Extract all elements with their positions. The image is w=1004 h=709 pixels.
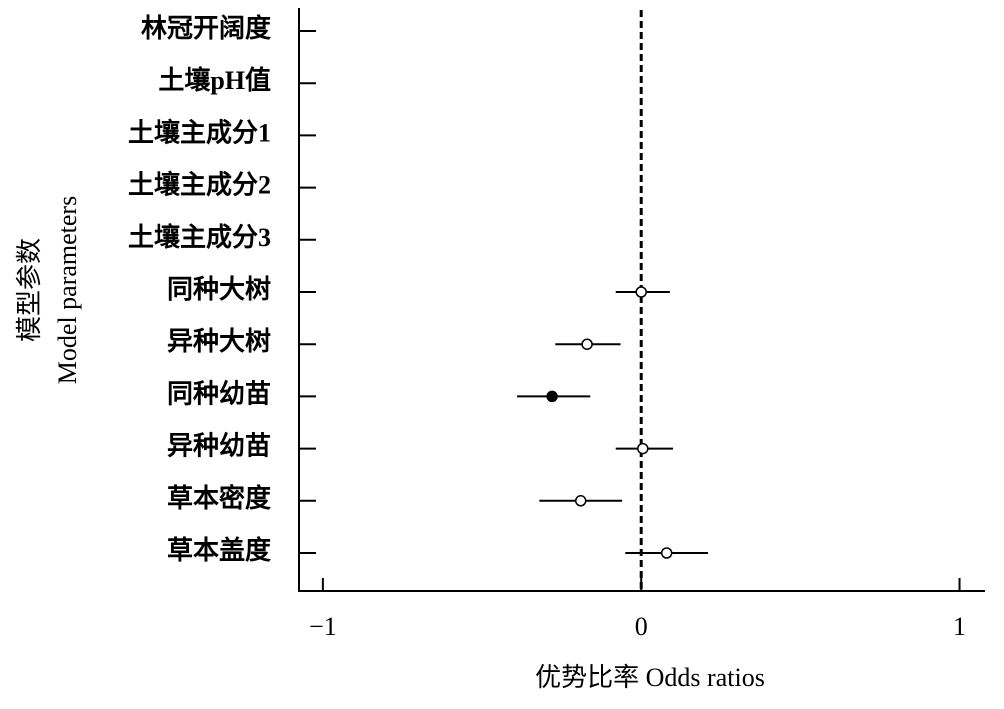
y-tick-label: 同种大树 [167,275,271,304]
y-tick-label: 土壤主成分3 [128,222,271,252]
y-tick-label: 异种大树 [167,327,271,356]
y-tick-label: 同种幼苗 [167,379,271,408]
y-tick-label: 土壤主成分1 [128,117,271,147]
point [581,338,593,350]
x-tick-label: 0 [635,612,648,641]
point [574,495,587,507]
y-axis-label: Model parameters [53,196,82,384]
y-tick-label: 草本盖度 [167,535,271,565]
y-axis-label: 模型参数 [15,238,44,342]
y-tick-label: 土壤pH值 [158,65,271,95]
y-tick-label: 异种幼苗 [167,432,271,461]
point [635,286,647,298]
x-tick-label: 1 [953,612,966,641]
x-axis-label: 优势比率 Odds ratios [535,663,765,692]
y-tick-label: 草本密度 [167,483,271,513]
point [546,390,558,403]
point [660,547,673,559]
x-tick-label: −1 [309,612,337,641]
y-tick-label: 土壤主成分2 [128,170,271,200]
point [637,442,649,455]
y-tick-label: 林冠开阔度 [141,13,271,43]
